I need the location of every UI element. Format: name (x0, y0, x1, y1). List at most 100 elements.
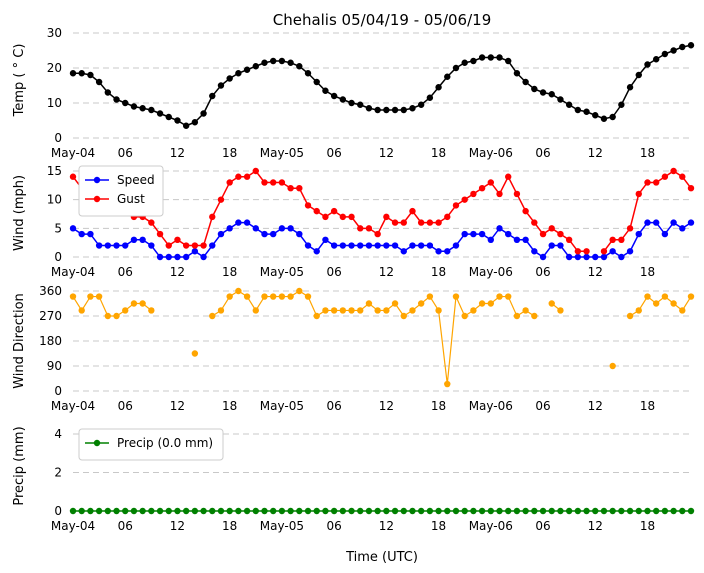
data-point (261, 293, 268, 300)
data-point (339, 507, 347, 515)
data-point (426, 219, 434, 226)
data-point (452, 202, 460, 209)
data-point (269, 507, 277, 515)
data-point (191, 507, 199, 515)
data-point (200, 253, 207, 261)
data-point (522, 507, 529, 515)
data-point (304, 70, 312, 77)
data-point (122, 242, 129, 249)
data-point (679, 173, 686, 180)
legend-label: Precip (0.0 mm) (117, 436, 213, 450)
data-point (182, 507, 190, 515)
data-point (296, 63, 303, 70)
data-point (182, 242, 190, 249)
data-point (191, 248, 199, 255)
panel-4: 0 2 4 Precip (mm) May-04 06 12 18 May-05 06 12 18 Ma… (12, 426, 695, 533)
data-point (348, 213, 355, 221)
data-point (122, 507, 129, 515)
data-point (104, 312, 112, 320)
data-point (139, 507, 146, 515)
x-tick-label: 06 (326, 399, 341, 413)
x-tick-label: 12 (588, 146, 603, 160)
data-point (130, 507, 138, 515)
data-point (95, 78, 103, 86)
data-point (522, 307, 529, 314)
data-point (69, 293, 77, 300)
y-tick-label: 0 (54, 504, 62, 518)
data-point (592, 112, 599, 119)
data-point (365, 507, 373, 515)
data-point (548, 225, 555, 232)
y-axis-label: Temp ( ° C) (12, 44, 27, 118)
x-tick-label: 06 (326, 519, 341, 533)
data-point (565, 101, 573, 108)
data-point (357, 507, 364, 515)
data-point (487, 236, 495, 243)
x-tick-label: May-05 (260, 399, 304, 413)
data-point (644, 61, 651, 68)
data-point (122, 307, 129, 314)
data-point (348, 507, 355, 515)
data-point (644, 219, 651, 226)
data-point (165, 113, 172, 121)
data-point (104, 89, 112, 96)
data-point (330, 92, 338, 100)
data-point (95, 507, 103, 515)
data-point (461, 230, 468, 238)
data-point (618, 253, 625, 261)
data-point (200, 507, 207, 515)
x-tick-label: May-05 (260, 519, 304, 533)
data-point (78, 230, 85, 238)
x-tick-label: May-05 (260, 265, 304, 279)
data-point (200, 110, 207, 117)
data-point (148, 242, 155, 249)
data-point (487, 300, 495, 307)
data-point (374, 507, 381, 515)
x-tick-label: 06 (118, 146, 133, 160)
data-point (452, 242, 460, 249)
data-point (304, 242, 312, 249)
data-point (652, 300, 660, 307)
y-tick-label: 270 (39, 309, 62, 323)
data-point (600, 115, 608, 122)
data-point (148, 507, 155, 515)
data-point (78, 70, 85, 77)
data-point (391, 300, 399, 307)
data-point (548, 242, 555, 249)
series-line-direction (211, 290, 535, 385)
data-point (209, 312, 216, 320)
data-point (261, 507, 268, 515)
data-point (635, 190, 642, 198)
data-point (417, 300, 425, 307)
data-point (609, 236, 616, 243)
data-point (444, 507, 451, 515)
data-point (252, 225, 259, 232)
data-point (322, 507, 329, 515)
data-point (505, 173, 512, 180)
data-point (426, 507, 434, 515)
data-point (687, 219, 695, 226)
x-tick-label: 12 (170, 399, 185, 413)
data-point (687, 507, 695, 515)
data-point (217, 196, 225, 203)
data-point (496, 54, 503, 61)
x-tick-label: 18 (222, 146, 237, 160)
data-point (243, 219, 251, 226)
data-point (313, 78, 320, 86)
data-point (304, 293, 312, 300)
x-tick-label: 12 (170, 146, 185, 160)
data-point (69, 507, 77, 515)
data-point (252, 167, 259, 175)
data-point (69, 173, 77, 180)
data-point (609, 507, 616, 515)
x-tick-label: May-04 (51, 265, 95, 279)
data-point (357, 225, 364, 232)
data-point (487, 54, 495, 61)
data-point (600, 248, 608, 255)
data-point (522, 207, 529, 215)
x-tick-label: 18 (640, 146, 655, 160)
data-point (191, 119, 199, 126)
data-point (426, 242, 434, 249)
data-point (322, 87, 329, 94)
data-point (505, 293, 512, 300)
